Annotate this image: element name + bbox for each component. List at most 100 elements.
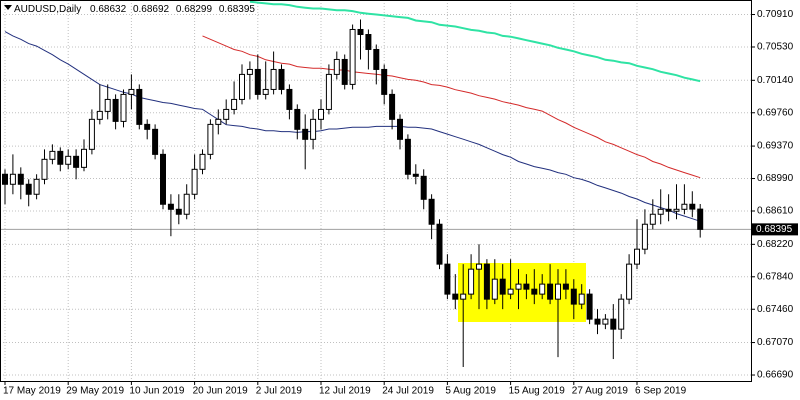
candle-body [618,298,625,330]
candles [2,19,704,367]
chart-header: AUDUSD,Daily 0.68632 0.68692 0.68299 0.6… [14,4,255,15]
candle-body [333,58,340,75]
header-close: 0.68395 [219,4,256,15]
axes: 0.70910 0.70530 0.70140 0.69760 0.69370 0.689… [3,9,798,397]
candle-body [594,318,601,325]
menu-triangle [4,5,12,10]
moving-average-line [202,35,701,179]
candle-body [681,203,688,210]
candle-body [310,118,317,140]
candle-body [286,88,293,110]
x-tick-label: 20 Jun 2019 [193,386,248,397]
candle-body [167,203,174,210]
candle-body [239,73,245,100]
candle-body [626,263,633,300]
candle-body [318,108,324,120]
candle-body [673,208,680,212]
candle-body [460,293,467,300]
candle-body [602,318,609,325]
candle-body [657,208,664,215]
candle-body [397,118,403,140]
candle-body [254,68,261,95]
y-tick-label: 0.70910 [757,9,794,20]
candle-body [57,150,64,165]
candle-body [349,28,356,85]
moving-average-line [4,31,701,222]
candle-body [483,263,490,300]
candle-body [81,148,87,168]
candle-body [578,293,585,305]
candle-body [25,183,32,195]
candle-body [586,293,593,320]
chart-title: AUDUSD,Daily [14,4,81,15]
candle-body [96,110,103,120]
candle-body [468,268,475,295]
x-tick-label: 24 Jul 2019 [382,386,434,397]
candle-body [562,283,569,290]
candle-body [634,248,640,265]
candle-body [231,98,238,110]
candle-body [9,173,16,185]
header-high: 0.68692 [133,4,170,15]
candle-body [325,73,332,110]
candle-body [207,123,214,155]
candle-body [120,93,127,122]
candle-body [33,178,40,195]
candle-body [665,208,672,212]
candle-body [270,68,277,90]
candle-body [104,98,111,112]
x-tick-label: 2 Jul 2019 [256,386,303,397]
candle-body [302,128,309,140]
y-tick-label: 0.68610 [757,206,794,217]
candle-body [570,288,577,305]
x-tick-label: 6 Sep 2019 [635,386,687,397]
candle-body [2,173,8,185]
y-tick-label: 0.69760 [757,107,794,118]
x-tick-label: 27 Aug 2019 [572,386,629,397]
candle-body [73,155,80,168]
header-low: 0.68299 [176,4,213,15]
candle-body [499,278,506,295]
y-tick-label: 0.67840 [757,271,794,282]
candle-body [555,283,561,300]
candle-body [246,68,253,75]
candle-body [452,293,459,300]
candle-body [144,123,151,130]
candle-body [412,173,419,177]
y-tick-label: 0.68220 [757,239,794,250]
x-tick-label: 5 Aug 2019 [445,386,496,397]
candle-body [507,288,514,295]
candle-body [357,28,364,36]
candle-body [491,278,498,300]
candle-body [136,88,143,125]
candle-body [278,68,285,90]
candle-body [294,108,301,130]
candle-body [365,34,372,50]
current-price-box [752,223,798,236]
candle-body [610,318,617,330]
candle-body [41,158,48,180]
y-tick-label: 0.67460 [757,304,794,315]
candle-body [160,153,166,205]
candle-body [420,175,427,200]
candle-body [175,208,182,215]
candle-body [689,203,696,210]
candle-body [531,288,538,295]
highlight-zone [458,263,586,322]
candle-body [641,223,648,250]
candle-body [476,263,482,270]
candle-body [436,223,443,265]
y-tick-label: 0.69370 [757,141,794,152]
candle-body [649,213,656,225]
candle-body [199,153,206,170]
candle-body [389,93,396,120]
candle-body [539,283,546,295]
candle-body [65,155,72,165]
moving-averages [4,0,701,222]
candle-body [523,283,530,290]
y-tick-label: 0.70530 [757,42,794,53]
candle-body [428,198,435,225]
